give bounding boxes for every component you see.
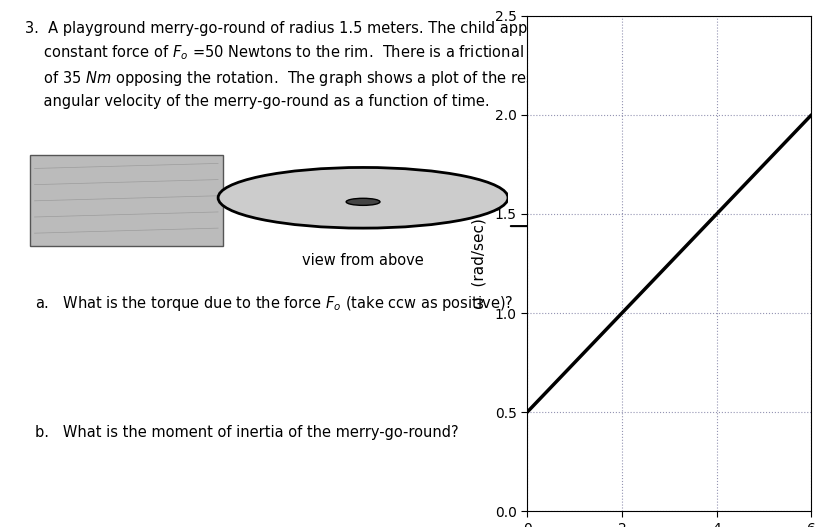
Text: a.   What is the torque due to the force $F_o$ (take ccw as positive)?: a. What is the torque due to the force $… xyxy=(35,294,512,313)
FancyBboxPatch shape xyxy=(30,155,222,246)
Text: 3.  A playground merry-go-round of radius 1.5 meters. The child applies a
    co: 3. A playground merry-go-round of radius… xyxy=(25,21,576,109)
Y-axis label: ω  (rad/sec): ω (rad/sec) xyxy=(471,218,486,309)
Circle shape xyxy=(218,168,508,228)
Circle shape xyxy=(346,198,380,206)
Text: $F_o$: $F_o$ xyxy=(580,216,598,236)
Text: view from above: view from above xyxy=(302,253,423,268)
Text: b.   What is the moment of inertia of the merry-go-round?: b. What is the moment of inertia of the … xyxy=(35,425,457,440)
